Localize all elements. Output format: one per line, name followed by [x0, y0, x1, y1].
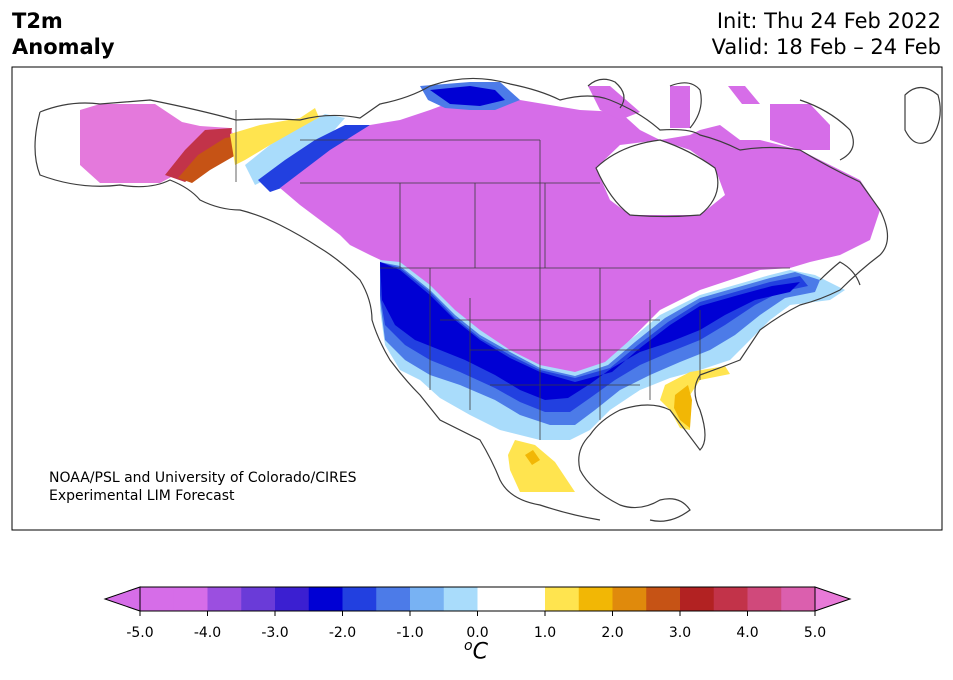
colorbar-bin — [241, 587, 276, 611]
colorbar-bin — [275, 587, 310, 611]
colorbar-bin — [308, 587, 343, 611]
anomaly-region-arctic-purple-2 — [670, 86, 690, 128]
unit-superscript: o — [464, 638, 473, 654]
anomaly-region-main-purple — [280, 95, 880, 378]
colorbar-bin — [680, 587, 715, 611]
anomaly-region-us-darkblue — [380, 262, 800, 400]
colorbar-swatches — [103, 586, 852, 612]
colorbar-bin — [545, 587, 580, 611]
colorbar-frame — [139, 586, 816, 612]
credit-line-1: NOAA/PSL and University of Colorado/CIRE… — [49, 470, 357, 486]
temperature-anomaly-map — [11, 66, 943, 531]
anomaly-region-alaska — [80, 104, 236, 183]
anomaly-region-alaska-hot — [178, 136, 238, 183]
colorbar-extend-high — [814, 586, 852, 612]
anomaly-region-southeast-hot — [674, 385, 692, 428]
colorbar-tick-label: -1.0 — [396, 625, 423, 641]
colorbar-tick-label: 1.0 — [534, 625, 556, 641]
valid-date: Valid: 18 Feb – 24 Feb — [711, 35, 941, 59]
date-info: Init: Thu 24 Feb 2022 Valid: 18 Feb – 24… — [712, 8, 941, 60]
anomaly-region-arctic-darkblue — [430, 86, 505, 106]
colorbar-bin — [207, 587, 242, 611]
colorbar-bin — [511, 587, 546, 611]
colorbar-bin — [410, 587, 445, 611]
colorbar-bin — [646, 587, 681, 611]
colorbar-tick-label: -4.0 — [194, 625, 221, 641]
colorbar-bin — [140, 587, 175, 611]
anomaly-region-arctic-purple-1 — [588, 86, 640, 120]
colorbar-bin — [342, 587, 377, 611]
colorbar-tick-label: 5.0 — [804, 625, 826, 641]
anomaly-region-arctic-purple-4 — [770, 104, 830, 150]
colorbar-bin — [173, 587, 208, 611]
colorbar-bin — [747, 587, 782, 611]
colorbar-ticks: -5.0 -4.0 -3.0 -2.0 -1.0 0.0 1.0 2.0 3.0 4.0 5.0 — [126, 611, 826, 641]
colorbar-tick-label: -3.0 — [261, 625, 288, 641]
anomaly-region-canada-blue — [258, 125, 370, 192]
colorbar-bin — [713, 587, 748, 611]
anomaly-region-alaska-yellow — [230, 108, 320, 165]
anomaly-region-arctic-purple-3 — [728, 86, 760, 104]
colorbar-bin — [477, 587, 512, 611]
title-line-1: T2m — [12, 9, 63, 33]
colorbar-tick-label: -5.0 — [126, 625, 153, 641]
colorbar-tick-label: 4.0 — [736, 625, 758, 641]
hudson-bay-blank — [596, 140, 725, 215]
colorbar-tick-label: 3.0 — [669, 625, 691, 641]
political-borders — [235, 110, 790, 440]
credit-line-2: Experimental LIM Forecast — [49, 488, 235, 504]
init-date: Init: Thu 24 Feb 2022 — [716, 9, 941, 33]
anomaly-region-mexico-warm — [508, 440, 575, 492]
credit-text: NOAA/PSL and University of Colorado/CIRE… — [49, 469, 357, 505]
colorbar-bin — [443, 587, 478, 611]
colorbar-extend-low — [103, 586, 141, 612]
coastlines — [34, 77, 941, 522]
colorbar-tick-label: 2.0 — [601, 625, 623, 641]
colorbar-bin — [578, 587, 613, 611]
colorbar-unit: oC — [440, 638, 512, 664]
colorbar-bin — [781, 587, 816, 611]
anomaly-region-us-blue — [380, 262, 808, 412]
map-frame — [11, 66, 943, 531]
unit-base: C — [472, 639, 488, 665]
anomaly-region-canada-lightblue — [245, 114, 345, 185]
title-line-2: Anomaly — [12, 35, 115, 59]
map-title: T2m Anomaly — [12, 8, 115, 60]
colorbar-bin — [376, 587, 411, 611]
anomaly-region-mexico-hot — [525, 450, 540, 465]
colorbar-tick-label: -2.0 — [329, 625, 356, 641]
colorbar-bin — [612, 587, 647, 611]
